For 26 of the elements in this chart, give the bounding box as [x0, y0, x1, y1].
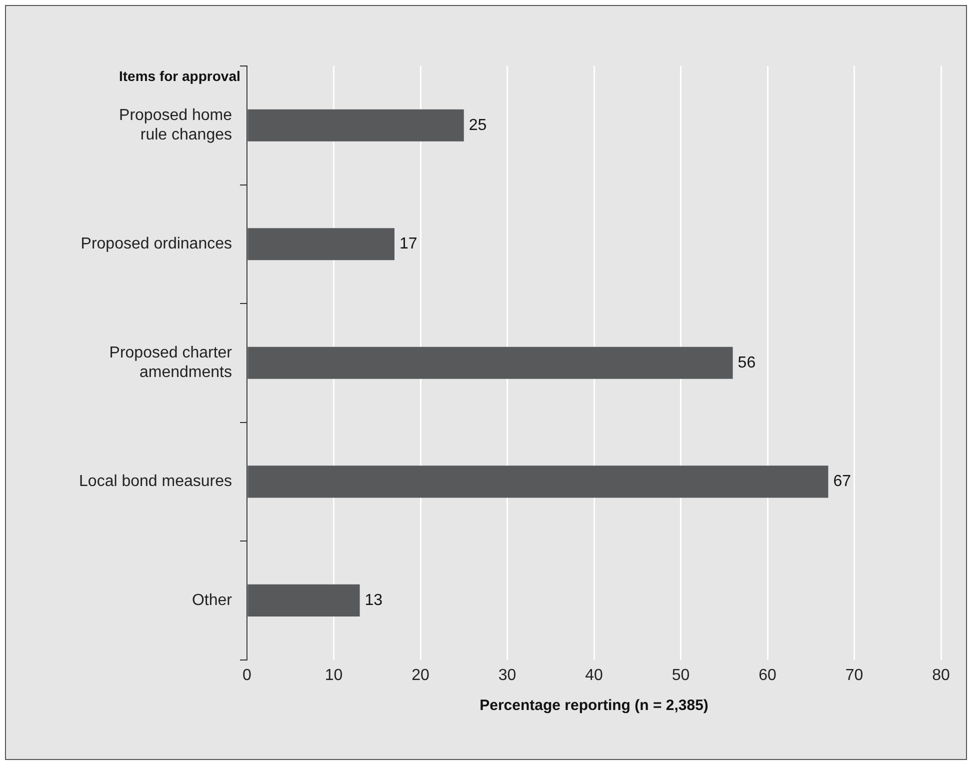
y-axis-title: Items for approval [119, 68, 240, 84]
data-label: 13 [364, 592, 383, 609]
x-tick-label: 0 [242, 666, 252, 684]
bar [248, 228, 394, 260]
y-tick-label: Proposed ordinances [80, 236, 232, 253]
data-label: 25 [468, 116, 487, 134]
y-tick-label: Proposed charter amendments [109, 344, 233, 381]
bar [248, 584, 360, 616]
x-tick-label: 60 [758, 666, 776, 684]
data-label: 67 [833, 473, 852, 490]
x-tick-label: 20 [412, 666, 430, 684]
y-tick-label: Other [192, 592, 233, 609]
x-tick-label: 10 [324, 666, 343, 684]
data-label: 56 [738, 354, 756, 372]
x-tick-label: 70 [845, 666, 864, 684]
bar [248, 109, 464, 142]
x-axis-title: Percentage reporting (n = 2,385) [480, 697, 708, 714]
x-tick-label: 30 [498, 666, 516, 684]
data-label: 17 [399, 236, 418, 253]
x-tick-label: 40 [585, 666, 603, 684]
bar [248, 346, 733, 379]
y-tick-label: Proposed home rule changes [119, 107, 232, 144]
x-tick-label: 80 [932, 666, 950, 684]
y-tick-label: Local bond measures [79, 473, 232, 490]
bar [248, 466, 828, 498]
x-tick-label: 50 [672, 666, 690, 684]
